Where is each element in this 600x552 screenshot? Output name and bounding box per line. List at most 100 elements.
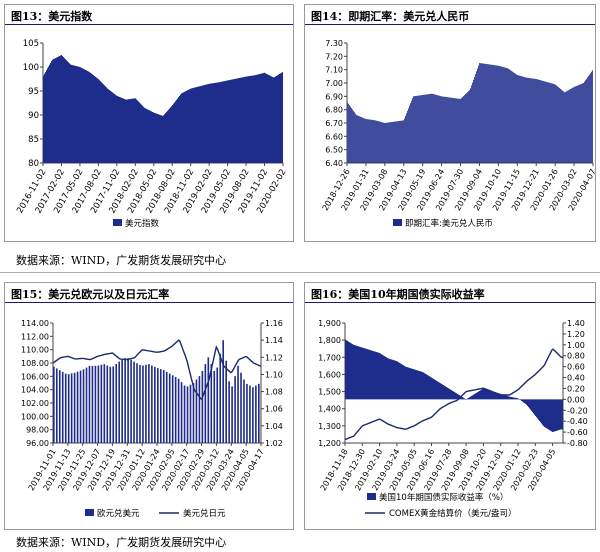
bar bbox=[404, 118, 405, 163]
title-rule bbox=[5, 24, 293, 25]
chart-us10y-real-yield: 1,200 1,300 1,400 1,500 1,600 1,700 1,800 1,900… bbox=[318, 319, 588, 519]
bar bbox=[436, 94, 437, 163]
bar bbox=[439, 95, 440, 163]
bar bbox=[88, 365, 91, 443]
bar bbox=[100, 81, 102, 163]
chart-dollar-index: 808590951001052016-11-022017-02-022017-0… bbox=[15, 39, 288, 229]
bar bbox=[481, 63, 482, 163]
bar bbox=[229, 80, 231, 163]
bar bbox=[69, 63, 71, 163]
bar bbox=[145, 364, 147, 443]
bar bbox=[418, 95, 419, 163]
bar bbox=[213, 371, 216, 443]
bar bbox=[368, 119, 369, 163]
bar bbox=[272, 76, 274, 163]
bar bbox=[506, 67, 507, 163]
y-tick-label: 6.80 bbox=[325, 106, 343, 115]
bar bbox=[185, 91, 187, 163]
bar bbox=[469, 90, 470, 163]
bar bbox=[279, 73, 281, 163]
bar bbox=[466, 399, 468, 400]
bar bbox=[558, 399, 560, 431]
bar bbox=[428, 94, 429, 163]
bar bbox=[367, 119, 368, 163]
bar bbox=[577, 85, 578, 163]
bar bbox=[190, 88, 192, 163]
bar bbox=[514, 73, 515, 163]
bar bbox=[126, 99, 128, 163]
bar bbox=[178, 97, 180, 163]
bar bbox=[516, 397, 518, 400]
bar bbox=[94, 75, 96, 163]
bar bbox=[115, 94, 117, 163]
bar bbox=[165, 371, 168, 443]
bar bbox=[259, 74, 261, 163]
bar bbox=[158, 114, 160, 163]
bar bbox=[565, 91, 566, 163]
bar bbox=[70, 64, 72, 163]
bar bbox=[406, 366, 408, 400]
bar bbox=[581, 83, 582, 163]
bar bbox=[138, 101, 140, 163]
bar bbox=[372, 350, 374, 400]
bar bbox=[149, 110, 151, 163]
bar bbox=[582, 83, 583, 163]
bar bbox=[254, 75, 256, 163]
y2-tick-label: 1.12 bbox=[265, 353, 283, 362]
bar bbox=[530, 78, 531, 163]
bar bbox=[391, 359, 393, 400]
bar bbox=[476, 392, 478, 400]
bar bbox=[349, 342, 351, 400]
bar bbox=[93, 75, 95, 163]
bar bbox=[444, 96, 445, 163]
bar bbox=[507, 396, 509, 400]
bar bbox=[506, 395, 508, 400]
bar bbox=[271, 76, 273, 163]
bar bbox=[500, 393, 502, 400]
bar bbox=[370, 119, 371, 163]
bar bbox=[127, 99, 129, 163]
bar bbox=[512, 397, 514, 400]
bar bbox=[397, 361, 399, 400]
legend-swatch-bar bbox=[393, 219, 402, 226]
bar bbox=[398, 362, 400, 400]
y2-tick-label: 1.14 bbox=[265, 336, 283, 345]
bar bbox=[415, 96, 416, 163]
bar bbox=[515, 397, 517, 400]
bar bbox=[139, 365, 141, 443]
bar bbox=[258, 383, 260, 443]
bar bbox=[241, 77, 243, 163]
bar bbox=[467, 92, 468, 163]
bar bbox=[128, 99, 130, 163]
bar bbox=[357, 346, 359, 400]
bar bbox=[377, 120, 378, 163]
bar bbox=[181, 93, 183, 163]
bar bbox=[199, 86, 201, 163]
bar bbox=[362, 117, 363, 163]
bar bbox=[520, 399, 522, 401]
bar bbox=[401, 120, 402, 163]
bar bbox=[354, 112, 355, 163]
bar bbox=[68, 62, 70, 163]
bar bbox=[245, 76, 247, 163]
bar bbox=[492, 391, 494, 400]
bar bbox=[562, 90, 563, 163]
bar bbox=[538, 399, 540, 420]
bar bbox=[207, 84, 209, 163]
bar bbox=[370, 350, 372, 400]
bar bbox=[411, 368, 413, 400]
bar bbox=[537, 79, 538, 163]
bar bbox=[413, 369, 415, 400]
bar bbox=[552, 399, 554, 433]
bar bbox=[377, 352, 379, 400]
bar bbox=[475, 74, 476, 163]
bar bbox=[210, 364, 213, 443]
legend-swatch-bar bbox=[113, 219, 122, 226]
panel-us10y-real-yield: 图16：美国10年期国债实际收益率 1,200 1,300 1,400 1,500 1,… bbox=[304, 282, 596, 530]
bar bbox=[136, 99, 138, 163]
bar bbox=[560, 399, 562, 430]
bar bbox=[77, 66, 79, 163]
bar bbox=[391, 122, 392, 163]
bar bbox=[151, 365, 153, 443]
bar bbox=[104, 85, 106, 163]
